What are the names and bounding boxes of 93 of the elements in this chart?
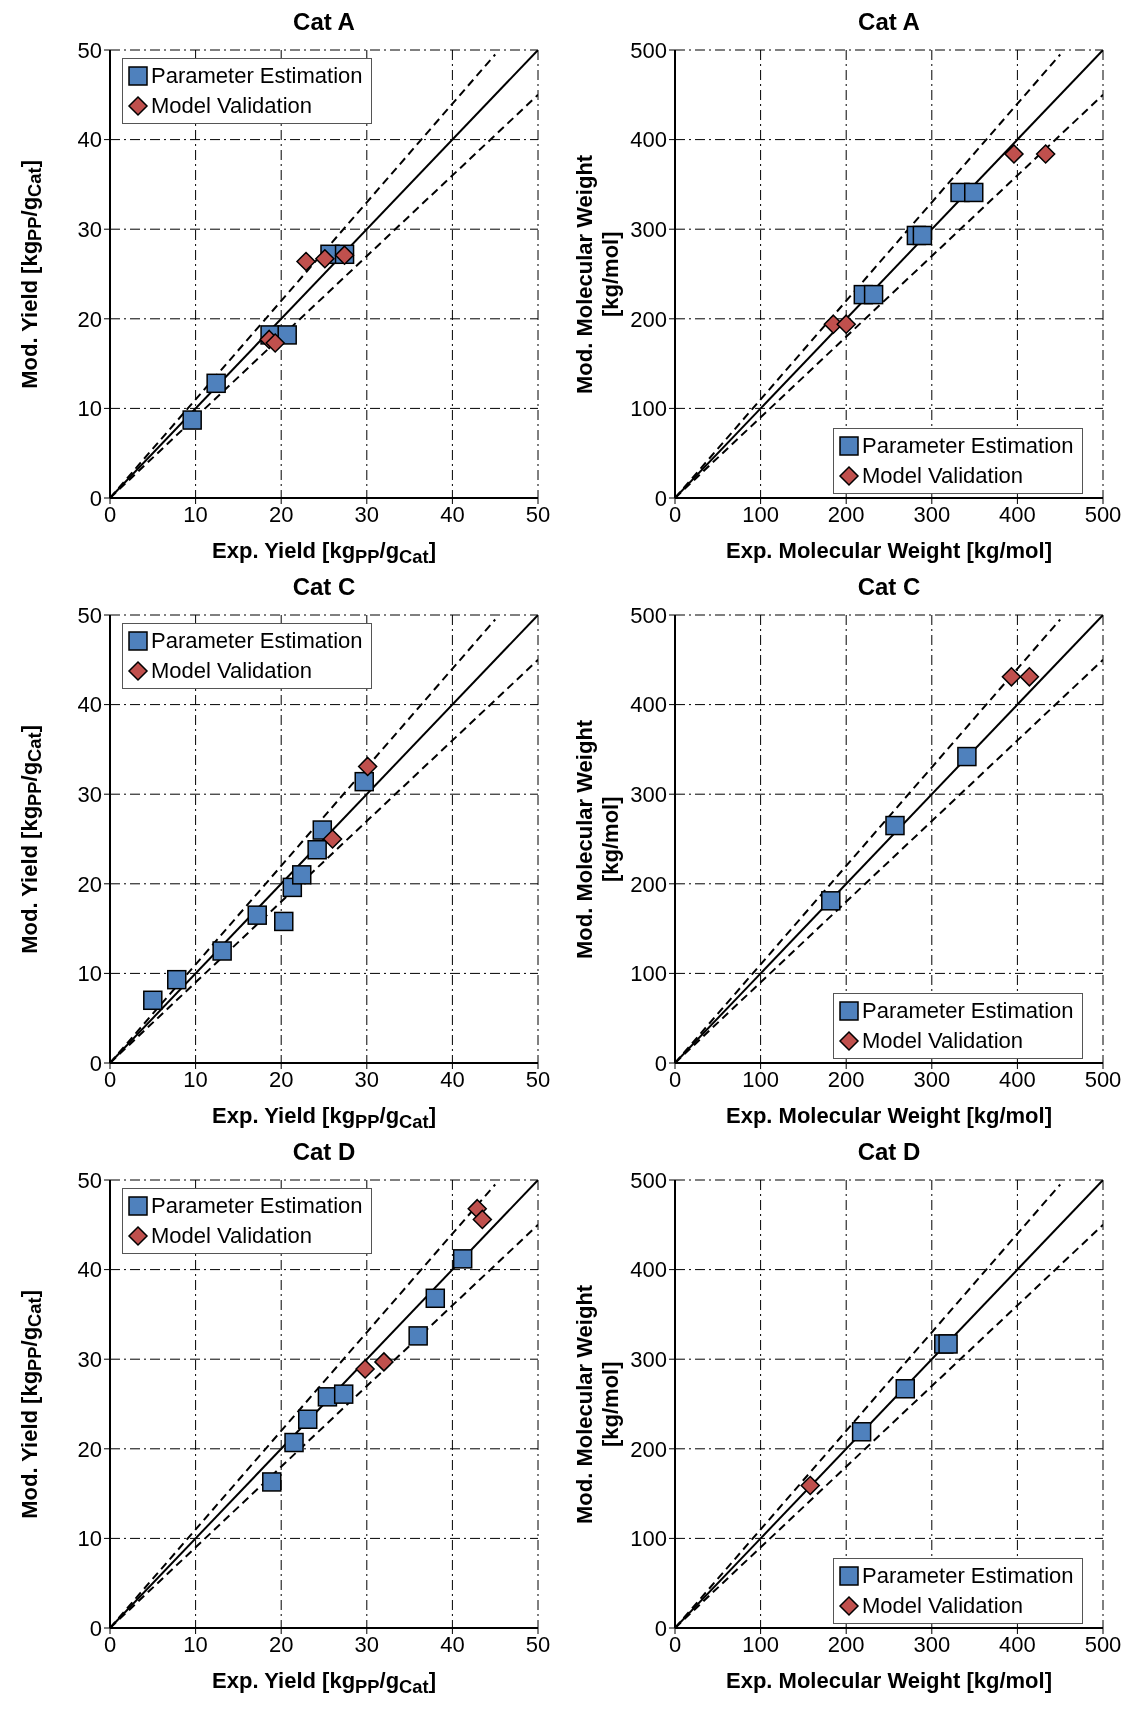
chart-title: Cat C — [856, 573, 922, 601]
y-tick-label: 30 — [77, 217, 102, 243]
legend-label: Model Validation — [151, 657, 313, 685]
x-tick-label: 20 — [268, 501, 294, 527]
y-tick-label: 50 — [77, 602, 102, 628]
y-tick-label: 10 — [77, 1526, 102, 1552]
y-tick-label: 400 — [630, 127, 667, 153]
legend-label: Parameter Estimation — [151, 62, 363, 90]
legend-label: Parameter Estimation — [862, 432, 1074, 460]
y-tick-label: 30 — [77, 1347, 102, 1373]
x-tick-label: 40 — [440, 501, 465, 527]
x-tick-label: 200 — [827, 1631, 865, 1657]
y-tick-label: 0 — [654, 485, 667, 511]
x-axis-title: Exp. Yield [kg$_{PP}$/g$_{Cat}$] — [211, 1668, 437, 1699]
y-tick-label: 20 — [77, 1436, 102, 1462]
x-tick-label: 100 — [742, 1631, 779, 1657]
y-tick-label: 0 — [654, 1050, 667, 1076]
x-tick-label: 40 — [440, 1631, 465, 1657]
y-axis-title: Mod. Molecular Weight [kg/mol] — [572, 718, 624, 961]
y-axis-title: Mod. Molecular Weight [kg/mol] — [572, 153, 624, 396]
y-tick-label: 400 — [630, 1257, 667, 1283]
y-tick-label: 30 — [77, 782, 102, 808]
x-axis-title: Exp. Yield [kg$_{PP}$/g$_{Cat}$] — [211, 538, 437, 569]
x-tick-label: 50 — [525, 501, 551, 527]
y-tick-label: 500 — [630, 1167, 667, 1193]
y-tick-label: 40 — [77, 1257, 102, 1283]
x-tick-label: 500 — [1084, 1631, 1122, 1657]
y-tick-label: 40 — [77, 127, 102, 153]
x-tick-label: 20 — [268, 1631, 294, 1657]
y-tick-label: 100 — [630, 961, 667, 987]
legend-label: Model Validation — [151, 92, 313, 120]
y-tick-label: 200 — [630, 1436, 667, 1462]
y-tick-label: 200 — [630, 306, 667, 332]
x-tick-label: 10 — [183, 1066, 208, 1092]
y-tick-label: 400 — [630, 692, 667, 718]
y-tick-label: 10 — [77, 961, 102, 987]
legend-label: Model Validation — [862, 1592, 1024, 1620]
y-tick-label: 0 — [654, 1615, 667, 1641]
y-tick-label: 300 — [630, 1347, 667, 1373]
chart-title: Cat C — [291, 573, 357, 601]
legend-label: Model Validation — [862, 462, 1024, 490]
x-tick-label: 50 — [525, 1066, 551, 1092]
y-tick-label: 0 — [89, 1615, 102, 1641]
y-tick-label: 500 — [630, 37, 667, 63]
y-tick-label: 100 — [630, 396, 667, 422]
y-tick-label: 200 — [630, 871, 667, 897]
x-tick-label: 30 — [354, 1631, 380, 1657]
x-tick-label: 30 — [354, 1066, 380, 1092]
x-tick-label: 10 — [183, 1631, 208, 1657]
legend-label: Model Validation — [862, 1027, 1024, 1055]
x-tick-label: 20 — [268, 1066, 294, 1092]
x-tick-label: 500 — [1084, 1066, 1122, 1092]
x-axis-title: Exp. Molecular Weight [kg/mol] — [725, 538, 1053, 564]
x-tick-label: 100 — [742, 1066, 779, 1092]
y-tick-label: 300 — [630, 782, 667, 808]
y-tick-label: 0 — [89, 485, 102, 511]
legend-label: Parameter Estimation — [862, 1562, 1074, 1590]
y-tick-label: 40 — [77, 692, 102, 718]
y-tick-label: 100 — [630, 1526, 667, 1552]
x-tick-label: 400 — [999, 1066, 1036, 1092]
legend-label: Parameter Estimation — [151, 1192, 363, 1220]
x-tick-label: 500 — [1084, 501, 1122, 527]
x-tick-label: 200 — [827, 1066, 865, 1092]
y-tick-label: 20 — [77, 871, 102, 897]
y-tick-label: 300 — [630, 217, 667, 243]
x-tick-label: 50 — [525, 1631, 551, 1657]
x-tick-label: 400 — [999, 501, 1036, 527]
chart-title: Cat D — [291, 1138, 357, 1166]
chart-title: Cat A — [292, 8, 356, 36]
x-tick-label: 300 — [913, 1631, 951, 1657]
y-tick-label: 50 — [77, 37, 102, 63]
legend-label: Parameter Estimation — [151, 627, 363, 655]
x-tick-label: 200 — [827, 501, 865, 527]
x-axis-title: Exp. Molecular Weight [kg/mol] — [725, 1103, 1053, 1129]
x-tick-label: 100 — [742, 501, 779, 527]
chart-title: Cat A — [857, 8, 921, 36]
x-axis-title: Exp. Yield [kg$_{PP}$/g$_{Cat}$] — [211, 1103, 437, 1134]
y-tick-label: 20 — [77, 306, 102, 332]
x-tick-label: 40 — [440, 1066, 465, 1092]
y-tick-label: 10 — [77, 396, 102, 422]
y-axis-title: Mod. Molecular Weight [kg/mol] — [572, 1283, 624, 1526]
x-tick-label: 400 — [999, 1631, 1036, 1657]
y-tick-label: 50 — [77, 1167, 102, 1193]
x-axis-title: Exp. Molecular Weight [kg/mol] — [725, 1668, 1053, 1694]
legend-label: Parameter Estimation — [862, 997, 1074, 1025]
legend-label: Model Validation — [151, 1222, 313, 1250]
y-tick-label: 0 — [89, 1050, 102, 1076]
x-tick-label: 30 — [354, 501, 380, 527]
x-tick-label: 300 — [913, 1066, 951, 1092]
x-tick-label: 10 — [183, 501, 208, 527]
x-tick-label: 300 — [913, 501, 951, 527]
y-tick-label: 500 — [630, 602, 667, 628]
chart-title: Cat D — [856, 1138, 922, 1166]
